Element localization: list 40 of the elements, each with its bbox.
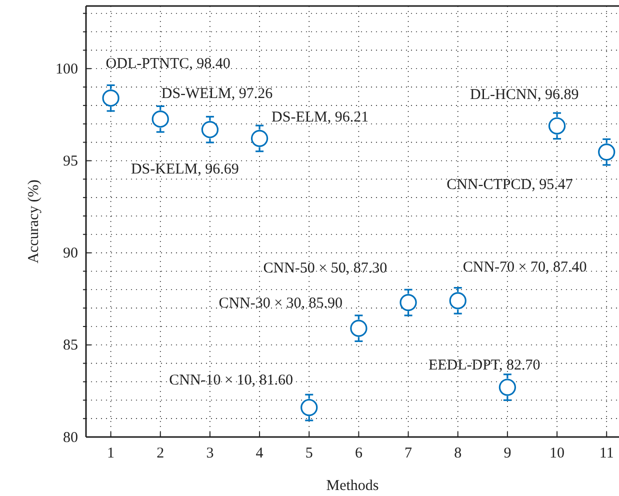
annotation: CNN-50 × 50, 87.30 [263, 260, 388, 277]
y-tick-label: 95 [63, 154, 78, 170]
annotation: ODL-PTNTC, 98.40 [106, 56, 230, 72]
annotation: CNN-70 × 70, 87.40 [462, 260, 587, 276]
point [152, 110, 169, 128]
point [350, 320, 368, 337]
point [250, 130, 268, 147]
point [449, 292, 466, 310]
x-tick-label: 3 [206, 446, 214, 462]
point [300, 398, 318, 416]
x-tick-label: 1 [107, 446, 115, 462]
annotation: CNN-CTPCD, 95.47 [446, 177, 574, 194]
annotation: CNN-30 × 30, 85.90 [218, 295, 343, 312]
annotation: DS-KELM, 96.69 [130, 162, 239, 178]
annotation: DL-HCNN, 96.89 [470, 86, 579, 103]
x-tick-label: 10 [550, 446, 565, 462]
x-tick-label: 8 [454, 446, 462, 462]
annotation: DS-ELM, 96.21 [272, 109, 369, 126]
x-tick-label: 6 [354, 446, 363, 462]
point [102, 90, 120, 107]
y-tick-label: 100 [56, 61, 78, 78]
y-axis-title: Accuracy (%) [26, 180, 42, 264]
point [400, 294, 417, 312]
point [201, 121, 219, 138]
annotation: EEDL-DPT, 82.70 [428, 357, 540, 374]
annotation: DS-WELM, 97.26 [161, 86, 274, 102]
point [598, 144, 616, 161]
x-axis-title: Methods [326, 478, 379, 494]
x-tick-label: 9 [504, 446, 512, 462]
annotation: CNN-10 × 10, 81.60 [169, 372, 293, 389]
y-tick-label: 80 [63, 430, 78, 446]
x-tick-label: 5 [305, 446, 313, 462]
point [548, 117, 566, 134]
y-tick-label: 85 [63, 338, 78, 354]
x-tick-label: 2 [156, 446, 164, 462]
x-tick-label: 7 [404, 446, 413, 462]
y-tick-label: 90 [63, 246, 78, 262]
x-tick-label: 4 [256, 446, 264, 462]
point [498, 378, 516, 396]
x-tick-label: 11 [599, 446, 614, 462]
